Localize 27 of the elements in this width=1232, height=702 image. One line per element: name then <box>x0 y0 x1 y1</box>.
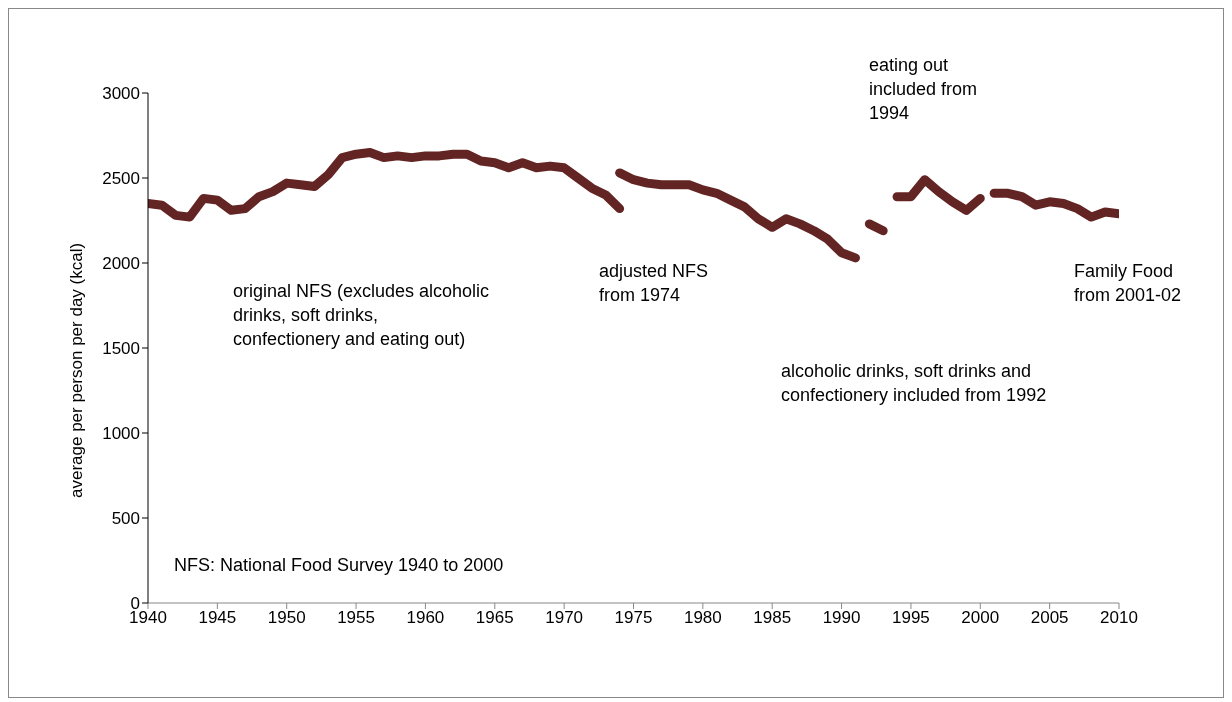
x-tick-label: 2010 <box>1100 608 1138 628</box>
y-tick-label: 500 <box>111 509 140 529</box>
annotation: original NFS (excludes alcoholic drinks, soft drinks, confectionery and eating out) <box>233 280 490 351</box>
x-tick-label: 2000 <box>961 608 1000 628</box>
x-tick-label: 1965 <box>475 608 514 628</box>
annotation: Family Food from 2001-02 <box>1074 260 1182 307</box>
annotation: adjusted NFS from 1974 <box>599 260 709 307</box>
x-tick-label: 1990 <box>822 608 861 628</box>
y-tick-label: 3000 <box>102 84 140 104</box>
x-tick-label: 1985 <box>753 608 792 628</box>
y-tick-label: 2000 <box>102 254 140 274</box>
y-tick-label: 2500 <box>102 169 140 189</box>
x-tick-label: 2005 <box>1030 608 1069 628</box>
annotation: eating out included from 1994 <box>869 54 978 125</box>
y-tick-label: 1000 <box>102 424 140 444</box>
x-tick-label: 1955 <box>337 608 375 628</box>
y-axis-title: average per person per day (kcal) <box>67 242 87 498</box>
x-tick-label: 1950 <box>267 608 306 628</box>
x-tick-label: 1980 <box>683 608 722 628</box>
x-tick-label: 1995 <box>892 608 930 628</box>
annotation: alcoholic drinks, soft drinks and confectionery included from 1992 <box>781 360 1047 407</box>
y-tick-label: 1500 <box>102 339 140 359</box>
x-tick-label: 1960 <box>406 608 445 628</box>
annotation: NFS: National Food Survey 1940 to 2000 <box>174 554 504 577</box>
x-tick-label: 1975 <box>614 608 653 628</box>
x-tick-label: 1945 <box>198 608 237 628</box>
x-tick-label: 1970 <box>545 608 584 628</box>
